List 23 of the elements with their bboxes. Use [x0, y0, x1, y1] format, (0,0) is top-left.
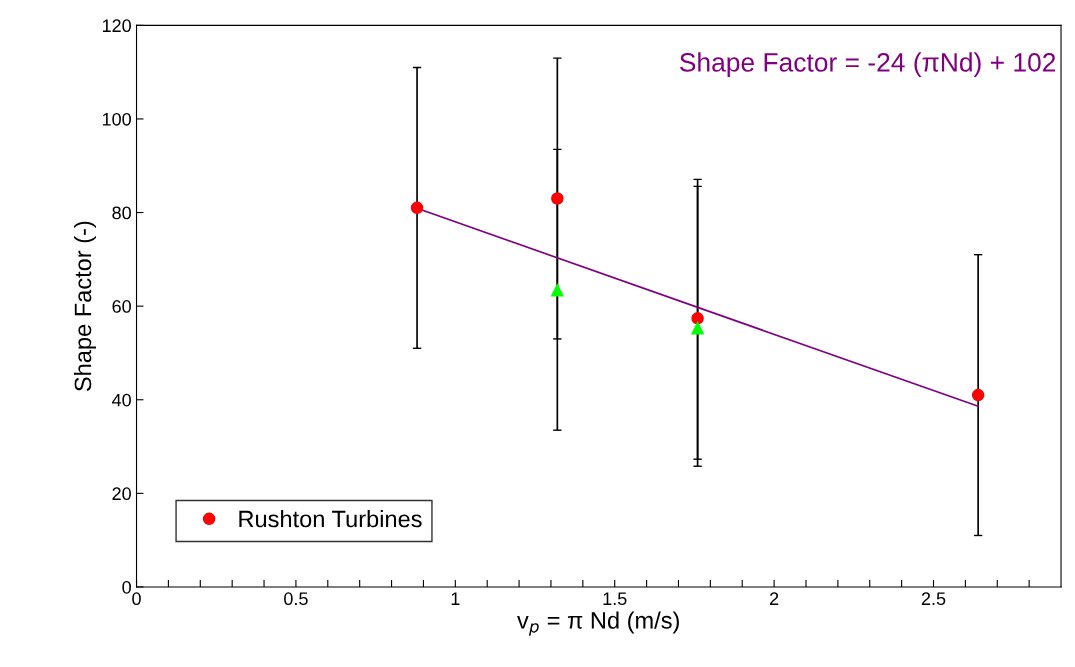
point [691, 321, 704, 335]
y-tick-label: 40 [112, 393, 131, 407]
x-tick-label: 1 [451, 592, 460, 605]
y-tick-label: 0 [122, 580, 131, 594]
x-tick-label: 1.5 [603, 592, 627, 606]
y-tick-label: 80 [112, 206, 131, 220]
point [551, 283, 564, 297]
x-axis-title: v$_{p}$ = π Nd (m/s) [517, 611, 679, 636]
point [971, 388, 985, 402]
point [691, 312, 704, 325]
y-tick-label: 120 [102, 19, 131, 33]
x-tick-label: 0.5 [284, 592, 308, 606]
legend-label: Rushton Turbines [239, 510, 422, 528]
y-tick-label: 20 [112, 487, 131, 501]
point [410, 201, 424, 215]
annotation: Shape Factor = -24 (πNd) + 102 [680, 52, 1056, 77]
x-tick-label: 0 [132, 592, 141, 606]
y-tick-label: 100 [102, 112, 131, 126]
point [551, 192, 564, 205]
x-tick-label: 2 [770, 592, 779, 605]
x-tick-label: 2.5 [921, 592, 946, 606]
y-tick-label: 60 [112, 300, 131, 313]
y-axis-title: Shape Factor (-) [73, 221, 96, 392]
